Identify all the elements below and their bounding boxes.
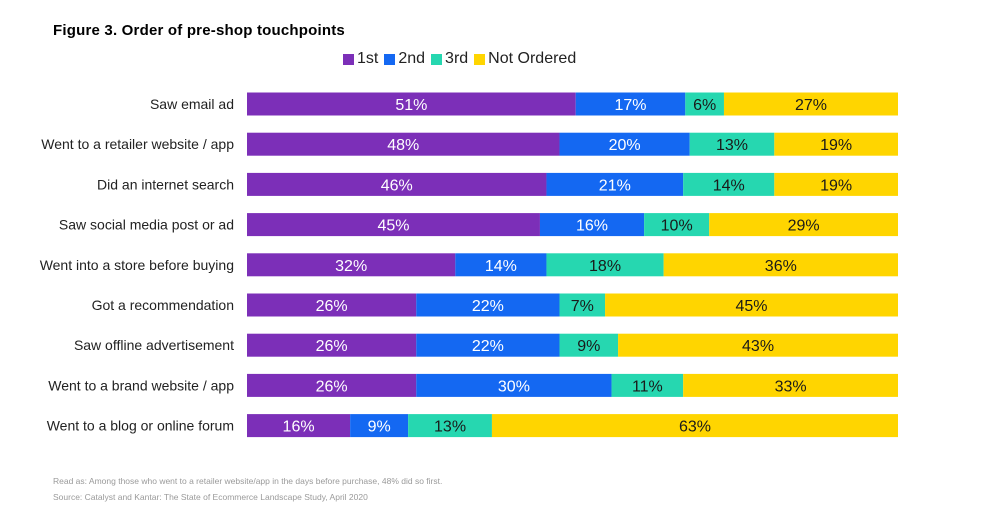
legend-item-not-ordered: Not Ordered xyxy=(474,50,576,68)
bar-segment xyxy=(247,172,547,196)
data-label: 19% xyxy=(820,137,852,154)
data-label: 17% xyxy=(614,97,646,114)
bar-segment xyxy=(247,293,417,317)
data-label: 18% xyxy=(589,258,621,275)
bar-segment xyxy=(774,132,898,156)
bar-segment xyxy=(539,213,645,237)
data-label: 46% xyxy=(381,177,413,194)
data-label: 45% xyxy=(736,298,768,315)
data-label: 7% xyxy=(571,298,594,315)
data-label: 45% xyxy=(377,218,409,235)
legend-item-1st: 1st xyxy=(343,50,378,68)
bar-segment xyxy=(559,333,619,357)
data-label: 48% xyxy=(387,137,419,154)
data-label: 32% xyxy=(335,258,367,275)
bar-segment xyxy=(683,373,898,397)
bar-segment xyxy=(491,414,898,438)
bar-segment xyxy=(559,132,690,156)
bar-segment xyxy=(546,253,664,277)
data-label: 33% xyxy=(775,378,807,395)
data-label: 6% xyxy=(693,97,716,114)
data-label: 16% xyxy=(576,218,608,235)
stacked-bar-chart: Saw email ad 51% 17% 6% 27% Went to a retaile… xyxy=(40,92,898,438)
data-label: 36% xyxy=(765,258,797,275)
bar-segment xyxy=(611,373,684,397)
data-label: 22% xyxy=(472,298,504,315)
bar-segment xyxy=(575,92,686,116)
legend-swatch-not-ordered xyxy=(474,53,486,65)
data-label: 21% xyxy=(599,177,631,194)
category-label: Went to a retailer website / app xyxy=(41,136,234,152)
legend-swatch-2nd xyxy=(384,53,396,65)
data-label: 13% xyxy=(716,137,748,154)
data-label: 9% xyxy=(368,419,391,436)
legend: 1st 2nd 3rd Not Ordered xyxy=(343,50,582,68)
bar-segment xyxy=(350,414,409,438)
data-label: 26% xyxy=(316,378,348,395)
bar-segment xyxy=(455,253,547,277)
bar-segment xyxy=(247,414,351,438)
legend-item-2nd: 2nd xyxy=(384,50,425,68)
data-label: 14% xyxy=(713,177,745,194)
legend-item-3rd: 3rd xyxy=(431,50,468,68)
bar-segment xyxy=(605,293,898,317)
data-label: 43% xyxy=(742,338,774,355)
bar-segment xyxy=(416,373,612,397)
bar-segment xyxy=(644,213,710,237)
legend-label-3rd: 3rd xyxy=(445,50,469,67)
footnote-source: Source: Catalyst and Kantar: The State o… xyxy=(53,492,368,502)
bar-segment xyxy=(723,92,898,116)
data-label: 9% xyxy=(577,338,600,355)
data-label: 11% xyxy=(632,378,663,395)
bar-segment xyxy=(247,213,540,237)
data-label: 13% xyxy=(434,419,466,436)
chart-title: Figure 3. Order of pre-shop touchpoints xyxy=(53,22,345,39)
category-label: Saw email ad xyxy=(150,96,234,112)
bar-segment xyxy=(247,132,560,156)
data-label: 63% xyxy=(679,419,711,436)
bar-segment xyxy=(683,172,775,196)
bar-segment xyxy=(774,172,898,196)
data-label: 26% xyxy=(316,298,348,315)
bar-segment xyxy=(685,92,724,116)
category-label: Saw social media post or ad xyxy=(59,217,234,233)
category-label: Saw offline advertisement xyxy=(74,337,234,353)
legend-label-not-ordered: Not Ordered xyxy=(488,50,577,67)
data-label: 10% xyxy=(661,218,693,235)
legend-label-2nd: 2nd xyxy=(398,50,426,67)
legend-swatch-1st xyxy=(343,53,354,65)
bar-segment xyxy=(247,253,456,277)
bar-segment xyxy=(408,414,492,438)
bar-segment xyxy=(689,132,775,156)
bar-segment xyxy=(247,333,417,357)
legend-swatch-3rd xyxy=(431,53,443,65)
category-label: Went into a store before buying xyxy=(40,257,234,273)
category-label: Got a recommendation xyxy=(92,297,234,313)
data-label: 14% xyxy=(485,258,517,275)
footnote-read-as: Read as: Among those who went to a retai… xyxy=(53,476,443,486)
data-label: 22% xyxy=(472,338,504,355)
data-label: 19% xyxy=(820,177,852,194)
data-label: 20% xyxy=(609,137,641,154)
bar-segment xyxy=(416,333,560,357)
bar-segment xyxy=(559,293,606,317)
bar-segment xyxy=(618,333,898,357)
bar-segment xyxy=(247,373,417,397)
bar-segment xyxy=(247,92,576,116)
data-label: 51% xyxy=(395,97,427,114)
data-label: 26% xyxy=(316,338,348,355)
bar-segment xyxy=(663,253,898,277)
legend-label-1st: 1st xyxy=(357,50,379,67)
category-label: Went to a blog or online forum xyxy=(47,418,234,434)
data-label: 27% xyxy=(795,97,827,114)
data-label: 29% xyxy=(788,218,820,235)
data-label: 30% xyxy=(498,378,530,395)
category-label: Went to a brand website / app xyxy=(48,377,234,393)
bar-segment xyxy=(709,213,898,237)
bar-segment xyxy=(546,172,684,196)
bar-segment xyxy=(416,293,560,317)
category-label: Did an internet search xyxy=(97,176,234,192)
data-label: 16% xyxy=(283,419,315,436)
